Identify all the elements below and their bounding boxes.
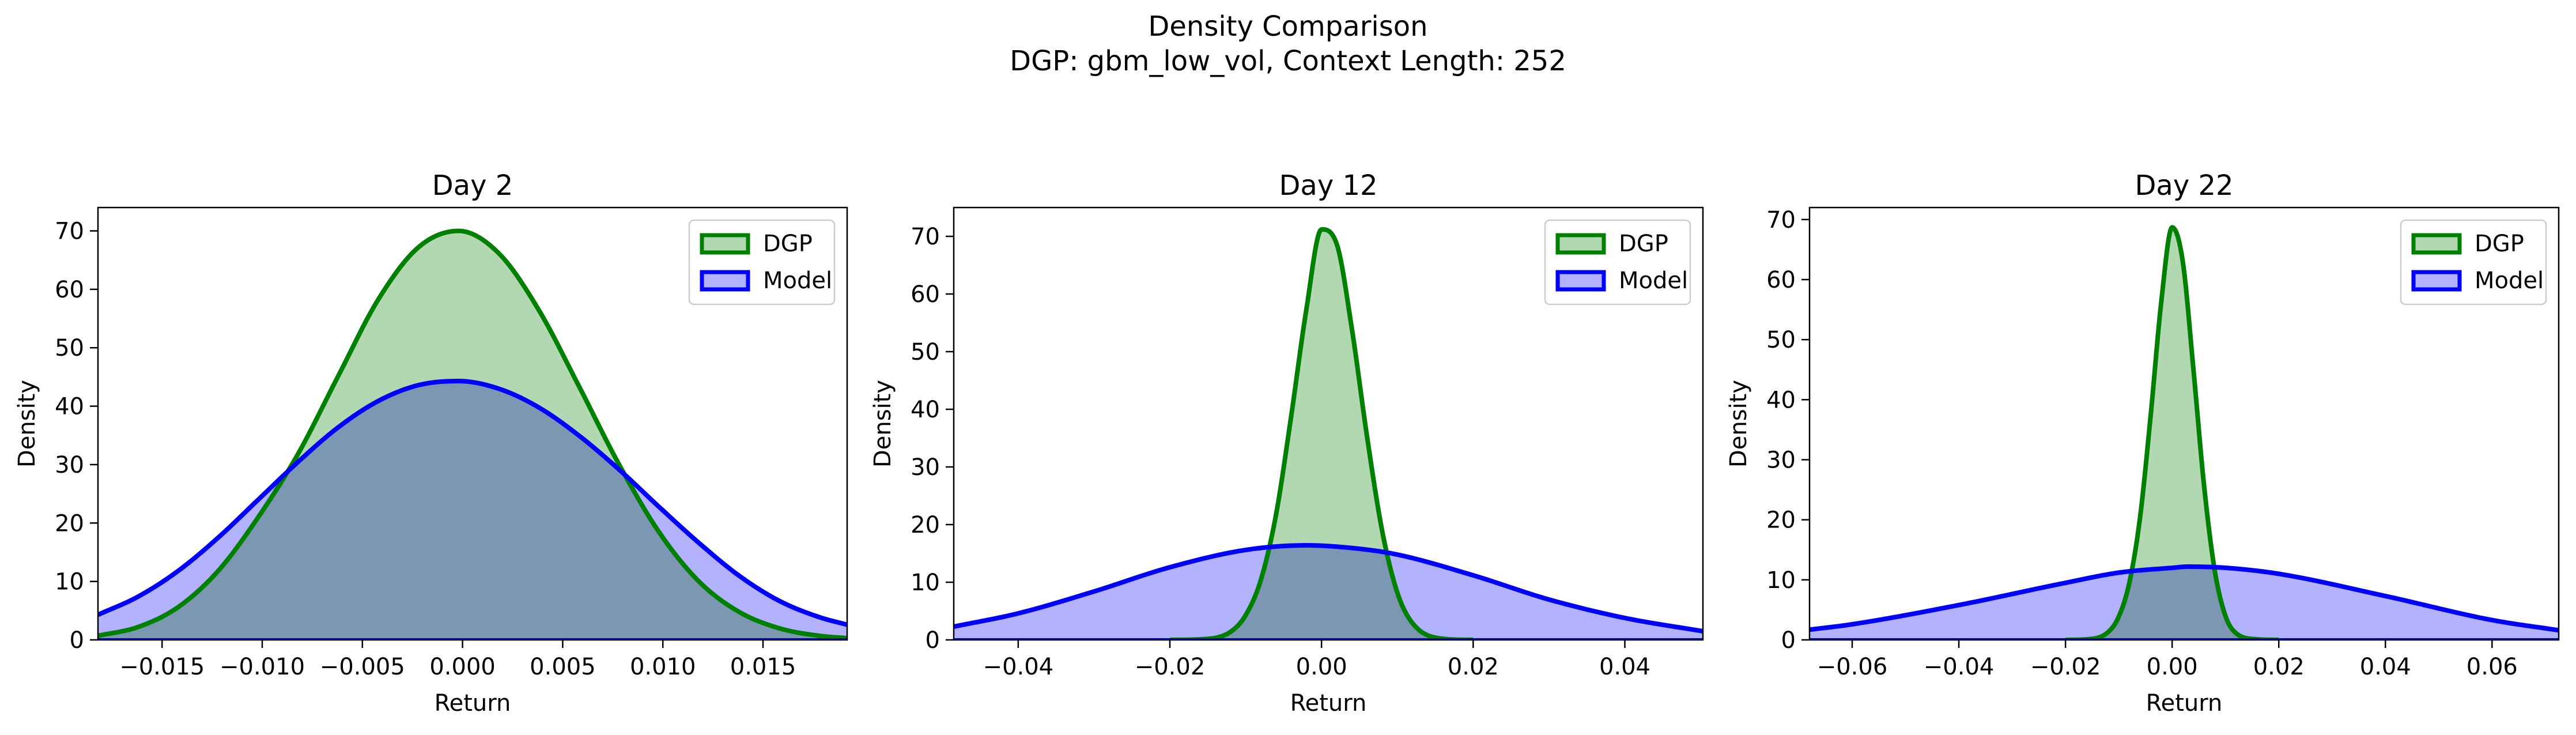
subplot-title: Day 2	[432, 169, 513, 202]
y-tick-label: 0	[926, 627, 940, 654]
y-tick-label: 50	[1766, 327, 1796, 353]
legend-label-dgp: DGP	[763, 231, 813, 257]
legend-swatch-model	[2411, 270, 2462, 292]
plot-area	[954, 227, 1703, 640]
x-tick-label: 0.04	[2360, 654, 2411, 680]
series-line-dgp	[98, 228, 847, 640]
plot-area	[1810, 225, 2559, 640]
y-axis-label: Density	[14, 380, 40, 468]
x-axis-label: Return	[435, 690, 511, 717]
x-tick-label: −0.04	[983, 654, 1054, 680]
y-tick-label: 30	[1766, 447, 1796, 474]
y-tick-label: 20	[55, 510, 84, 537]
y-tick-label: 60	[1766, 267, 1796, 293]
x-tick-label: 0.02	[1448, 654, 1499, 680]
y-tick-label: 50	[911, 339, 940, 365]
x-axis-label: Return	[1290, 690, 1367, 717]
subplot-title: Day 22	[2135, 169, 2233, 202]
y-tick-label: 40	[55, 394, 84, 420]
subplot-grid: −0.015 −0.010 −0.005 0.000 0.005 0.010 0.01501…	[14, 169, 2560, 717]
x-tick-label: −0.005	[320, 654, 405, 680]
subplot-3: −0.06 −0.04 −0.02 0.00 0.02 0.04 0.06 0 10 20 30 40…	[1725, 169, 2560, 717]
y-tick-label: 0	[70, 627, 84, 654]
legend-swatch-dgp	[1555, 233, 1606, 255]
y-tick-label: 20	[911, 512, 940, 538]
x-tick-label: −0.06	[1817, 654, 1888, 680]
x-tick-label: 0.04	[1599, 654, 1650, 680]
x-tick-label: −0.010	[220, 654, 305, 680]
legend-label-model: Model	[763, 267, 832, 294]
legend-swatch-dgp	[700, 233, 750, 255]
legend: DGP Model	[2400, 219, 2547, 306]
y-axis-label: Density	[1725, 380, 1752, 468]
y-tick-label: 70	[55, 218, 84, 245]
series-line-model	[1810, 564, 2559, 633]
series-fill-dgp	[2065, 227, 2279, 640]
series-line-model	[954, 543, 1703, 634]
x-tick-label: −0.015	[119, 654, 205, 680]
y-tick-label: 30	[911, 454, 940, 481]
x-tick-label: 0.000	[429, 654, 496, 680]
x-tick-label: −0.02	[2030, 654, 2101, 680]
y-tick-label: 60	[55, 277, 84, 303]
y-tick-label: 40	[911, 397, 940, 423]
x-tick-label: 0.015	[730, 654, 796, 680]
series-fill-model	[98, 381, 847, 640]
axes-frame	[1808, 206, 2560, 641]
figure-subtitle: DGP: gbm_low_vol, Context Length: 252	[1010, 45, 1566, 77]
series-line-model	[98, 379, 847, 627]
x-tick-label: 0.00	[1296, 654, 1347, 680]
subplot-title: Day 12	[1279, 169, 1377, 202]
legend-swatch-model	[700, 270, 750, 292]
y-tick-label: 10	[1766, 567, 1796, 594]
series-line-dgp	[1169, 227, 1475, 640]
y-tick-label: 50	[55, 335, 84, 361]
y-tick-label: 10	[911, 570, 940, 596]
y-tick-label: 70	[911, 224, 940, 250]
y-tick-label: 20	[1766, 507, 1796, 534]
y-tick-label: 40	[1766, 387, 1796, 413]
y-tick-label: 10	[55, 569, 84, 595]
x-tick-label: 0.005	[530, 654, 596, 680]
x-tick-label: 0.02	[2253, 654, 2305, 680]
axes-frame	[953, 206, 1704, 641]
legend-label-model: Model	[1619, 267, 1688, 294]
series-fill-model	[954, 545, 1703, 640]
legend-label-model: Model	[2475, 267, 2544, 294]
legend-swatch-model	[1555, 270, 1606, 292]
x-tick-label: 0.00	[2147, 654, 2198, 680]
plot-area	[98, 228, 847, 640]
series-line-dgp	[2064, 225, 2280, 640]
y-axis-label: Density	[870, 380, 896, 468]
y-tick-label: 30	[55, 452, 84, 478]
legend-swatch-dgp	[2411, 233, 2462, 255]
x-tick-label: −0.04	[1924, 654, 1995, 680]
x-axis-label: Return	[2146, 690, 2223, 717]
subplot-2: −0.04 −0.02 0.00 0.02 0.04 0 10 20 30 40 50 60 70 Day…	[870, 169, 1704, 717]
figure-title: Density Comparison	[1148, 10, 1427, 43]
legend: DGP Model	[688, 219, 836, 306]
y-tick-label: 60	[911, 281, 940, 308]
axes-frame	[97, 206, 848, 641]
legend-label-dgp: DGP	[1619, 231, 1668, 257]
legend: DGP Model	[1544, 219, 1691, 306]
x-tick-label: 0.06	[2467, 654, 2518, 680]
x-tick-label: 0.010	[630, 654, 696, 680]
y-tick-label: 70	[1766, 207, 1796, 233]
subplot-1: −0.015 −0.010 −0.005 0.000 0.005 0.010 0.015 0 1…	[14, 169, 848, 717]
series-fill-dgp	[1170, 229, 1474, 640]
y-tick-label: 0	[1781, 627, 1796, 654]
legend-label-dgp: DGP	[2475, 231, 2524, 257]
x-tick-label: −0.02	[1135, 654, 1206, 680]
series-fill-model	[1810, 566, 2559, 640]
